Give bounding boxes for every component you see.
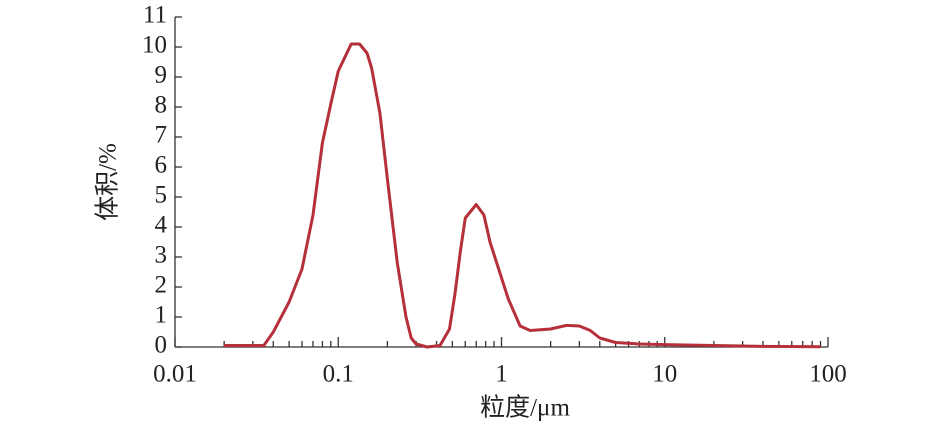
x-tick-label: 10	[652, 361, 677, 388]
y-tick-label: 5	[155, 182, 168, 209]
x-axis-label: 粒度/μm	[480, 394, 570, 422]
y-tick-label: 3	[155, 242, 168, 269]
y-tick-label: 7	[155, 122, 168, 149]
y-tick-label: 9	[155, 62, 168, 89]
x-tick-label: 100	[809, 361, 847, 388]
x-tick-label: 0.1	[323, 361, 354, 388]
y-axis-label: 体积/%	[94, 143, 122, 221]
y-tick-label: 2	[155, 272, 168, 299]
y-tick-label: 1	[155, 302, 168, 329]
y-tick-label: 8	[155, 92, 168, 119]
y-tick-label: 6	[155, 152, 168, 179]
y-tick-label: 4	[155, 212, 168, 239]
x-tick-label: 1	[495, 361, 508, 388]
y-tick-label: 11	[143, 2, 167, 29]
y-tick-label: 0	[155, 332, 168, 359]
data-line	[224, 42, 821, 349]
y-tick-label: 10	[142, 32, 167, 59]
x-tick-label: 0.01	[153, 361, 197, 388]
